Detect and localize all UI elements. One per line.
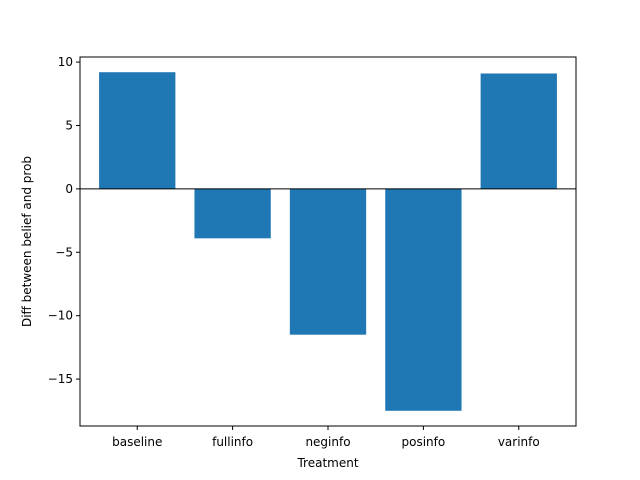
x-tick-label-baseline: baseline xyxy=(112,435,162,449)
x-tick-label-fullinfo: fullinfo xyxy=(212,435,253,449)
bars-group xyxy=(99,72,557,411)
y-axis-ticks: 10 5 0 −5 −10 −15 xyxy=(48,55,80,386)
bar-fullinfo xyxy=(194,188,271,239)
y-tick-label: −5 xyxy=(55,245,73,259)
bar-baseline xyxy=(99,72,176,189)
x-tick-label-varinfo: varinfo xyxy=(498,435,540,449)
bar-posinfo xyxy=(385,188,462,411)
y-tick-label: 10 xyxy=(58,55,73,69)
y-tick-label: 0 xyxy=(65,182,73,196)
y-tick-label: 5 xyxy=(65,118,73,132)
x-tick-label-posinfo: posinfo xyxy=(402,435,446,449)
x-axis-ticks: baseline fullinfo neginfo posinfo varinfo xyxy=(112,426,540,449)
y-tick-label: −15 xyxy=(48,372,73,386)
bar-varinfo xyxy=(480,73,557,189)
bar-neginfo xyxy=(289,188,367,335)
x-axis-label: Treatment xyxy=(296,456,358,470)
y-axis-label: Diff between belief and prob xyxy=(20,156,34,327)
y-tick-label: −10 xyxy=(48,309,73,323)
x-tick-label-neginfo: neginfo xyxy=(305,435,350,449)
